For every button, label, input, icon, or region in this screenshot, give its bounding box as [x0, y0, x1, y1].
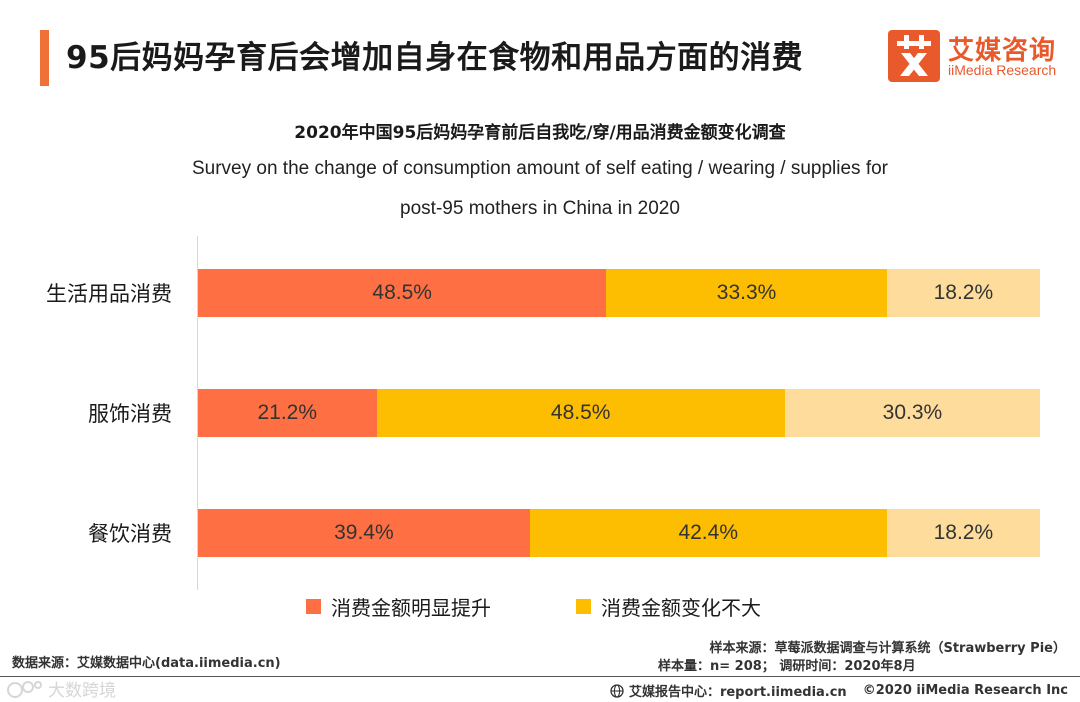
sample-source-note: 样本来源：草莓派数据调查与计算系统（Strawberry Pie） [709, 641, 1066, 656]
page-title: 95后妈妈孕育后会增加自身在食物和用品方面的消费 [66, 40, 804, 76]
bar-segment: 42.4% [529, 509, 887, 557]
bar-segment: 39.4% [198, 509, 530, 557]
watermark-logo-icon [7, 680, 42, 698]
chart-subtitle-line2: post-95 mothers in China in 2020 [400, 198, 680, 219]
legend-item-little-change: 消费金额变化不大 [576, 592, 761, 621]
data-label: 21.2% [257, 401, 318, 424]
chart-subtitle-line1: Survey on the change of consumption amou… [191, 158, 889, 179]
bar-segment: 18.2% [886, 509, 1040, 557]
logo-english-text: iiMedia Research [948, 62, 1057, 78]
chart-title: 2020年中国95后妈妈孕育前后自我吃/穿/用品消费金额变化调查 [294, 123, 786, 143]
bar-segment: 18.2% [886, 269, 1040, 317]
data-label: 18.2% [933, 281, 994, 304]
data-label: 33.3% [716, 281, 777, 304]
data-label: 48.5% [550, 401, 611, 424]
footer-credits: 艾媒报告中心：report.iimedia.cn ©2020 iiMedia R… [610, 681, 1068, 700]
legend-swatch-little-change [576, 599, 591, 614]
category-axis-line [197, 236, 198, 590]
data-label: 42.4% [678, 521, 738, 544]
bar-segment: 48.5% [376, 389, 785, 437]
legend-swatch-significant-increase [306, 599, 321, 614]
logo-chinese-text: 艾媒咨询 [948, 36, 1057, 66]
globe-icon [610, 683, 624, 698]
logo-mark-icon [888, 30, 940, 82]
sample-size-note: 样本量：n= 208； 调研时间：2020年8月 [658, 659, 916, 674]
watermark-text: 大数跨境 [48, 681, 116, 701]
data-label: 30.3% [882, 401, 943, 424]
footer-divider [0, 676, 1080, 677]
title-accent-bar [40, 30, 49, 86]
category-label: 餐饮消费 [88, 522, 172, 546]
legend-item-significant-increase: 消费金额明显提升 [306, 592, 491, 621]
bar-segment: 30.3% [784, 389, 1040, 437]
report-center-link[interactable]: 艾媒报告中心：report.iimedia.cn [628, 685, 847, 700]
data-label: 18.2% [933, 521, 994, 544]
legend-label-significant-increase: 消费金额明显提升 [331, 596, 491, 620]
category-label: 服饰消费 [88, 402, 172, 426]
watermark: 大数跨境 [6, 676, 116, 701]
category-label: 生活用品消费 [46, 282, 172, 306]
bar-segment: 33.3% [606, 269, 887, 317]
legend-label-little-change: 消费金额变化不大 [601, 596, 761, 620]
copyright-text: ©2020 iiMedia Research Inc [862, 683, 1068, 698]
data-label: 48.5% [372, 281, 432, 304]
bar-segment: 21.2% [198, 389, 377, 437]
bar-segment: 48.5% [198, 269, 607, 317]
data-source-note: 数据来源：艾媒数据中心(data.iimedia.cn) [12, 656, 281, 671]
data-label: 39.4% [334, 521, 394, 544]
iimedia-logo: 艾媒咨询 iiMedia Research [888, 28, 1068, 84]
